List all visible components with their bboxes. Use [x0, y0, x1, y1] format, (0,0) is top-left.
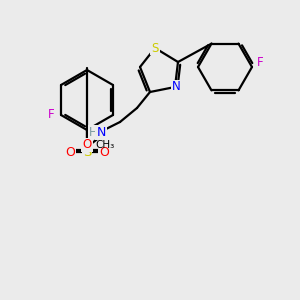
Text: O: O — [65, 146, 75, 158]
Text: H: H — [88, 125, 98, 139]
Text: O: O — [99, 146, 109, 158]
Text: F: F — [48, 109, 54, 122]
Text: S: S — [83, 146, 91, 158]
Text: CH₃: CH₃ — [95, 140, 114, 150]
Text: S: S — [151, 41, 159, 55]
Text: O: O — [82, 139, 91, 152]
Text: N: N — [172, 80, 180, 94]
Text: F: F — [257, 56, 263, 68]
Text: N: N — [96, 125, 106, 139]
